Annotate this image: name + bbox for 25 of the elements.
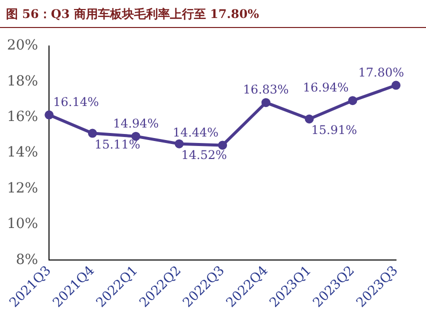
- chart-title: 图 56：Q3 商用车板块毛利率上行至 17.80%: [0, 0, 426, 28]
- point: [44, 110, 54, 120]
- y-tick-label: 18%: [6, 73, 38, 90]
- data-label: 16.94%: [302, 80, 349, 95]
- point: [304, 114, 314, 124]
- y-tick-label: 10%: [6, 216, 38, 232]
- data-label: 14.44%: [172, 125, 219, 140]
- point: [88, 128, 97, 138]
- point: [174, 139, 184, 148]
- point: [218, 140, 228, 150]
- point: [348, 96, 358, 106]
- data-label: 17.80%: [358, 65, 404, 80]
- data-label: 16.83%: [243, 82, 289, 97]
- data-label: 16.14%: [53, 95, 99, 110]
- data-label: 15.11%: [94, 137, 140, 152]
- point: [392, 80, 400, 90]
- point: [261, 98, 270, 108]
- data-label: 15.91%: [311, 123, 358, 138]
- y-tick-label: 12%: [6, 180, 38, 196]
- y-tick-label: 20%: [6, 38, 38, 54]
- data-label: 14.94%: [112, 116, 159, 130]
- y-tick-label: 16%: [6, 109, 38, 126]
- data-label: 14.52%: [181, 148, 227, 162]
- y-tick-label: 8%: [16, 252, 38, 268]
- y-tick-label: 14%: [6, 144, 38, 161]
